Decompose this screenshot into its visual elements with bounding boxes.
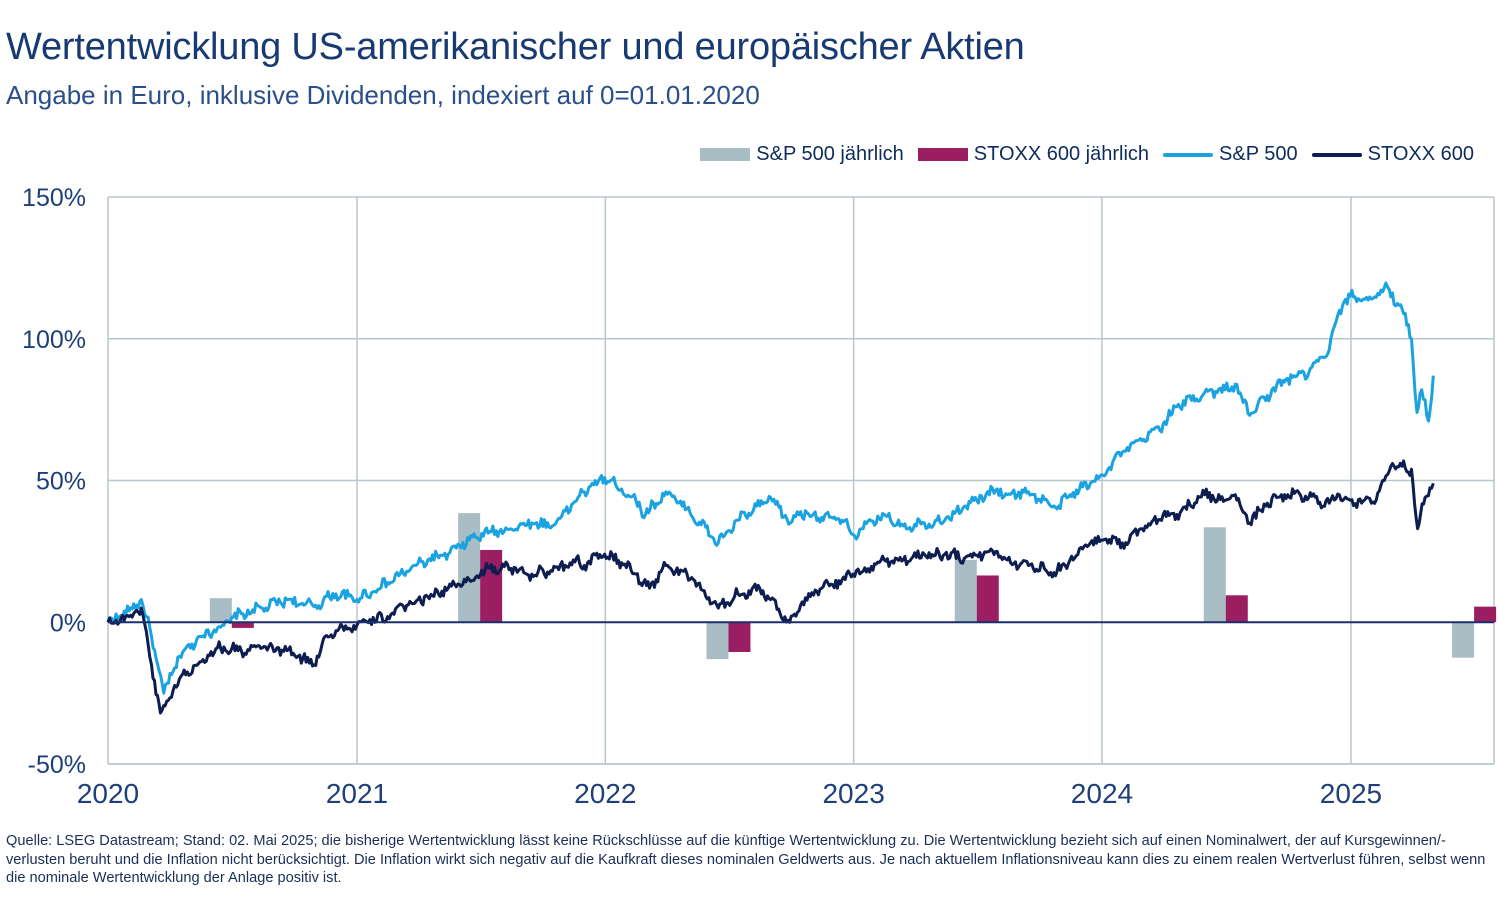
x-tick-label: 2022 — [574, 778, 636, 809]
bar-sp500-annual-2023 — [954, 559, 977, 623]
x-tick-label: 2024 — [1071, 778, 1133, 809]
y-tick-label: 150% — [22, 184, 86, 212]
bar-stoxx600-annual-2024 — [1225, 595, 1248, 623]
bar-sp500-annual-2024 — [1203, 527, 1226, 623]
legend-swatch-stoxx600-annual — [917, 148, 968, 161]
bar-stoxx600-annual-2025 — [1474, 606, 1497, 623]
bar-sp500-annual-2022 — [706, 622, 729, 660]
bar-stoxx600-annual-2022 — [728, 622, 751, 653]
y-tick-label: 50% — [36, 468, 86, 496]
bar-stoxx600-annual-2023 — [976, 575, 999, 623]
chart-legend: S&P 500 jährlich STOXX 600 jährlich S&P … — [700, 143, 1474, 166]
y-tick-label: 100% — [22, 326, 86, 354]
bar-stoxx600-annual-2021 — [480, 549, 503, 623]
y-tick-label: 0% — [50, 609, 86, 637]
legend-swatch-stoxx600 — [1311, 152, 1362, 157]
x-tick-label: 2025 — [1320, 778, 1382, 809]
legend-item-sp500: S&P 500 — [1163, 143, 1298, 166]
legend-label-stoxx600: STOXX 600 — [1367, 143, 1474, 165]
legend-item-sp500-annual: S&P 500 jährlich — [700, 143, 904, 166]
x-tick-label: 2020 — [77, 778, 139, 809]
line-stoxx600 — [106, 459, 1435, 715]
chart-plot: -50% 0% 50% 100% 150% 2020 2021 2022 2023 2024 202… — [22, 184, 1497, 809]
y-tick-label: -50% — [28, 751, 86, 779]
legend-label-sp500: S&P 500 — [1219, 143, 1298, 165]
legend-swatch-sp500 — [1163, 152, 1214, 157]
bar-sp500-annual-2020 — [209, 598, 232, 623]
bar-sp500-annual-2025 — [1452, 622, 1475, 658]
legend-item-stoxx600-annual: STOXX 600 jährlich — [917, 143, 1150, 166]
legend-item-stoxx600: STOXX 600 — [1311, 143, 1474, 166]
x-tick-label: 2023 — [822, 778, 884, 809]
chart-subtitle: Angabe in Euro, inklusive Dividenden, in… — [6, 80, 760, 110]
bar-sp500-annual-2021 — [458, 513, 481, 623]
legend-label-sp500-annual: S&P 500 jährlich — [756, 143, 904, 165]
x-tick-label: 2021 — [326, 778, 388, 809]
chart-title: Wertentwicklung US-amerikanischer und eu… — [6, 26, 1025, 68]
line-sp500 — [106, 281, 1435, 695]
legend-swatch-sp500-annual — [700, 148, 751, 161]
bar-stoxx600-annual-2020 — [231, 622, 254, 628]
legend-label-stoxx600-annual: STOXX 600 jährlich — [973, 143, 1150, 165]
source-footnote: Quelle: LSEG Datastream; Stand: 02. Mai … — [6, 833, 1486, 886]
